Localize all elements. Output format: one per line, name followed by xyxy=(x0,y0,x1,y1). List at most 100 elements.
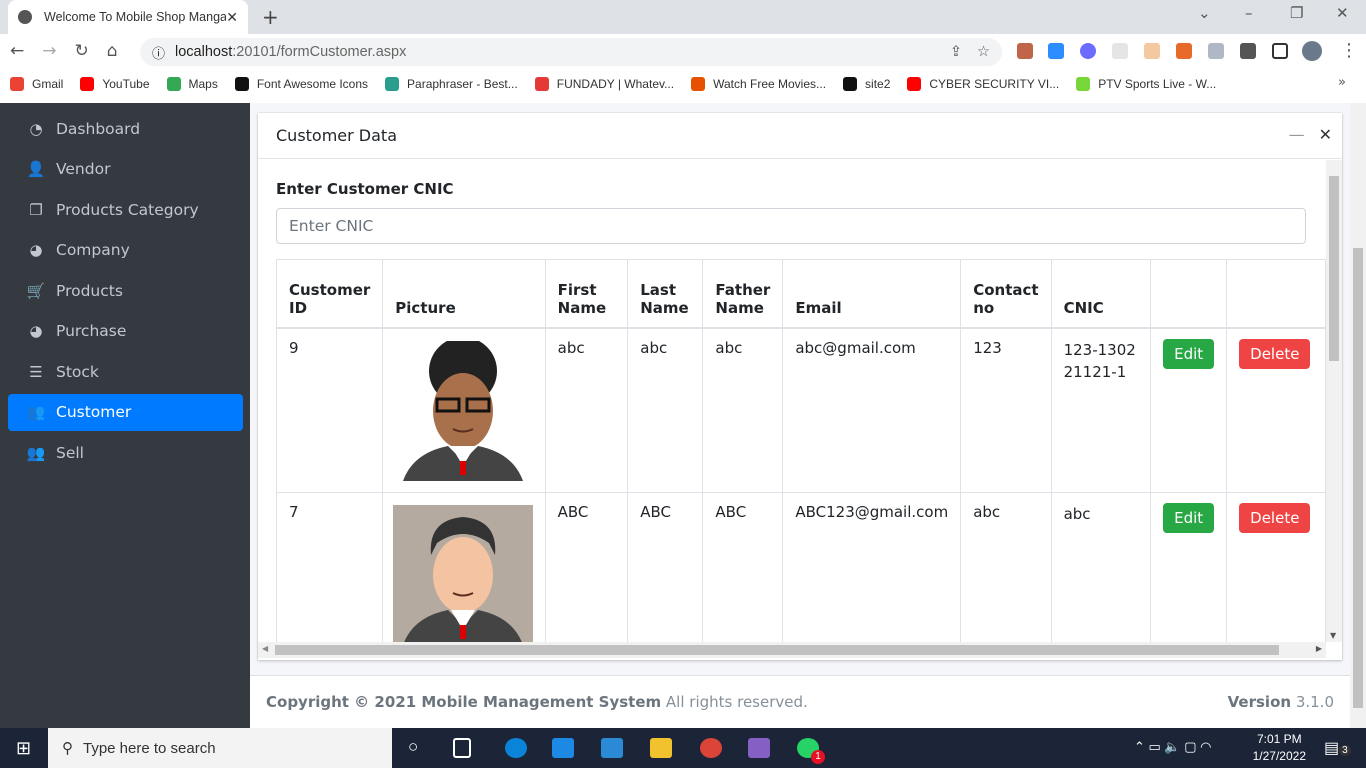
bookmark-label: site2 xyxy=(865,77,891,91)
home-icon[interactable]: ⌂ xyxy=(106,41,118,61)
side-panel-icon[interactable] xyxy=(1272,43,1288,59)
cortana-icon[interactable]: ○ xyxy=(408,737,419,756)
card-scroll-area: Enter Customer CNIC Enter CNIC Customer … xyxy=(258,160,1326,642)
sidebar-item-products[interactable]: 🛒 Products xyxy=(8,272,243,309)
bookmark-icon xyxy=(385,77,400,91)
last-name: abc xyxy=(627,327,704,493)
delete-button[interactable]: Delete xyxy=(1239,338,1311,369)
windows-start-icon[interactable]: ⊞ xyxy=(16,738,32,758)
bookmark-star-icon[interactable]: ☆ xyxy=(977,44,990,60)
close-window-button[interactable]: ✕ xyxy=(1336,4,1349,22)
sidebar-item-label: Products Category xyxy=(56,200,199,219)
pie-chart-icon: ◕ xyxy=(29,322,43,340)
bookmark-item[interactable]: site2 xyxy=(843,77,890,91)
edit-button[interactable]: Edit xyxy=(1163,338,1215,369)
file-explorer-icon[interactable] xyxy=(650,738,672,758)
card-title: Customer Data xyxy=(276,126,398,145)
sidebar-item-sell[interactable]: 👥 Sell xyxy=(8,434,243,471)
delete-button[interactable]: Delete xyxy=(1239,503,1311,533)
bookmark-icon xyxy=(234,77,249,91)
cnic-input[interactable]: Enter CNIC xyxy=(276,208,1306,244)
edit-button[interactable]: Edit xyxy=(1163,503,1215,533)
bookmark-label: Maps xyxy=(188,77,218,91)
vertical-scrollbar[interactable]: ▼ xyxy=(1326,160,1342,642)
column-header xyxy=(1226,259,1326,329)
bookmark-item[interactable]: CYBER SECURITY VI... xyxy=(907,77,1059,91)
forward-icon[interactable]: → xyxy=(42,41,57,61)
browser-chrome: Welcome To Mobile Shop Manga ✕ + ⌄ – ❐ ✕ … xyxy=(0,0,1366,103)
zoom-extension-icon[interactable] xyxy=(1048,43,1064,59)
last-name: ABC xyxy=(627,492,704,642)
menu-icon[interactable]: ⋮ xyxy=(1340,40,1358,61)
extension-icon[interactable] xyxy=(1176,43,1192,59)
bookmarks-bar: Gmail YouTube Maps Font Awesome Icons Paraph… xyxy=(10,68,1233,100)
more-bookmarks-icon[interactable]: » xyxy=(1338,75,1346,90)
sidebar-item-stock[interactable]: ☰ Stock xyxy=(8,353,243,390)
reload-icon[interactable]: ↻ xyxy=(74,41,89,61)
extension-icon[interactable] xyxy=(1208,43,1224,59)
bookmark-item[interactable]: Font Awesome Icons xyxy=(234,77,369,91)
bookmark-item[interactable]: Maps xyxy=(166,77,218,91)
browser-tab[interactable]: Welcome To Mobile Shop Manga ✕ xyxy=(8,0,248,34)
bookmark-label: Font Awesome Icons xyxy=(256,77,369,91)
version-number: 3.1.0 xyxy=(1291,693,1334,711)
clock[interactable]: 7:01 PM 1/27/2022 xyxy=(1252,732,1306,763)
sidebar-item-vendor[interactable]: 👤 Vendor xyxy=(8,151,243,188)
customer-picture xyxy=(382,327,546,493)
close-tab-icon[interactable]: ✕ xyxy=(226,8,238,25)
restore-button[interactable]: ❐ xyxy=(1290,4,1304,22)
share-icon[interactable]: ⇪ xyxy=(949,44,962,60)
edge-icon[interactable] xyxy=(505,738,527,758)
visual-studio-icon[interactable] xyxy=(748,738,770,758)
bookmark-item[interactable]: Paraphraser - Best... xyxy=(385,77,518,91)
bookmark-item[interactable]: YouTube xyxy=(80,77,150,91)
taskbar-search[interactable]: ⚲ Type here to search xyxy=(48,728,392,768)
extension-icon[interactable] xyxy=(1144,43,1160,59)
address-bar[interactable]: ⓘ localhost:20101/formCustomer.aspx ⇪ ☆ xyxy=(140,38,1002,66)
cnic: abc xyxy=(1050,492,1152,642)
page-scrollbar[interactable] xyxy=(1350,103,1366,728)
bookmark-icon xyxy=(1076,77,1091,91)
column-header: First Name xyxy=(544,259,629,329)
chrome-icon[interactable] xyxy=(700,738,722,758)
bookmark-item[interactable]: Watch Free Movies... xyxy=(691,77,826,91)
customer-table: Customer ID Picture First Name Last Name Fat… xyxy=(275,259,1326,642)
puzzle-icon[interactable] xyxy=(1240,43,1256,59)
bookmark-item[interactable]: PTV Sports Live - W... xyxy=(1076,77,1216,91)
bookmark-label: Paraphraser - Best... xyxy=(407,77,518,91)
bookmark-item[interactable]: FUNDADY | Whatev... xyxy=(534,77,674,91)
close-icon[interactable]: ✕ xyxy=(1318,125,1332,144)
customer-id: 7 xyxy=(275,492,384,642)
extension-icon[interactable] xyxy=(1080,43,1096,59)
system-tray-icons[interactable]: ⌃ ▭ 🔈 ▢ ◠ xyxy=(1134,739,1212,754)
sidebar-item-products-category[interactable]: ❐ Products Category xyxy=(8,191,243,228)
copyright-text: Copyright © 2021 Mobile Management Syste… xyxy=(266,693,662,711)
sidebar-item-company[interactable]: ◕ Company xyxy=(8,232,243,269)
sidebar: ◔ Dashboard 👤 Vendor ❐ Products Category ◕ Comp… xyxy=(0,103,250,728)
store-icon[interactable] xyxy=(601,738,623,758)
bookmark-label: Gmail xyxy=(32,77,64,91)
notifications-icon[interactable]: ▤ 3 xyxy=(1324,738,1351,758)
bookmark-item[interactable]: Gmail xyxy=(10,77,63,91)
horizontal-scrollbar[interactable]: ◀ ▶ xyxy=(258,642,1326,658)
mail-icon[interactable] xyxy=(552,738,574,758)
profile-avatar[interactable] xyxy=(1302,41,1322,61)
minimize-button[interactable]: – xyxy=(1245,4,1253,22)
sidebar-item-customer[interactable]: 👥 Customer xyxy=(8,393,243,431)
collapse-icon[interactable]: — xyxy=(1288,125,1305,144)
sidebar-item-label: Purchase xyxy=(56,322,127,340)
extension-icon[interactable] xyxy=(1017,43,1033,59)
new-tab-button[interactable]: + xyxy=(262,5,279,29)
customer-data-card: Customer Data — ✕ Enter Customer CNIC Ent… xyxy=(258,113,1342,660)
tab-search-icon[interactable]: ⌄ xyxy=(1198,4,1211,22)
whatsapp-icon[interactable]: 1 xyxy=(797,738,825,764)
bookmark-icon xyxy=(691,77,706,91)
sidebar-item-purchase[interactable]: ◕ Purchase xyxy=(8,313,243,350)
url-path: :20101/formCustomer.aspx xyxy=(232,44,407,60)
task-view-icon[interactable] xyxy=(453,738,471,758)
sidebar-item-dashboard[interactable]: ◔ Dashboard xyxy=(8,110,243,147)
back-icon[interactable]: ← xyxy=(10,41,25,61)
search-placeholder: Type here to search xyxy=(83,739,216,757)
father-name: ABC xyxy=(702,492,784,642)
extension-icon[interactable] xyxy=(1112,43,1128,59)
